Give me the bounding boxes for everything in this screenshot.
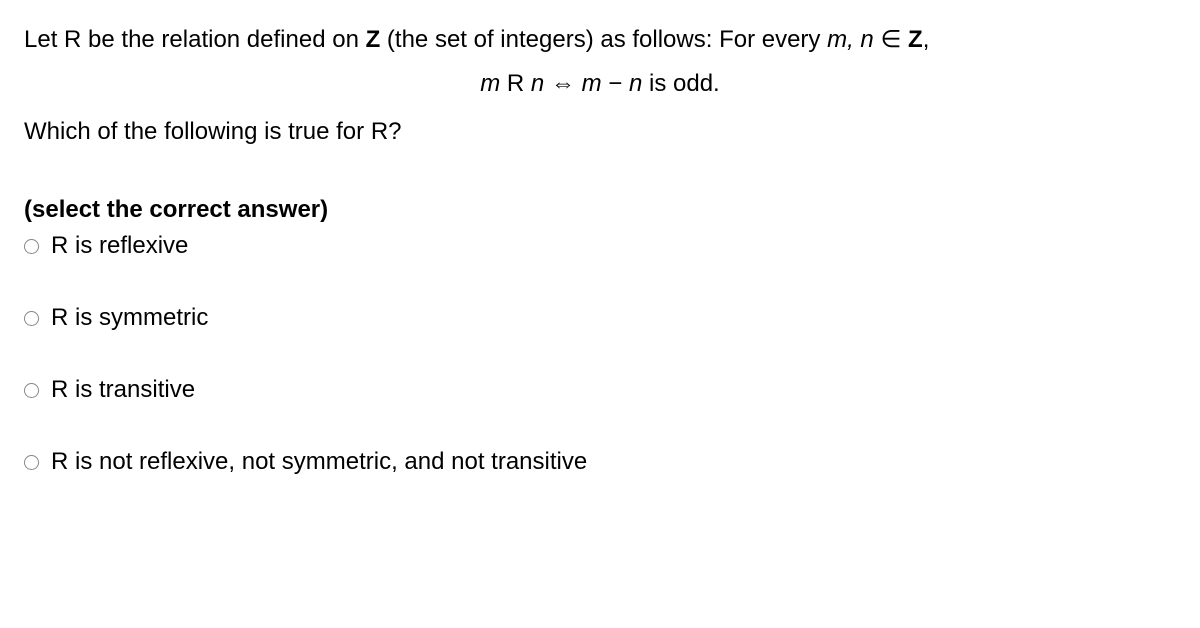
option-reflexive[interactable]: R is reflexive: [24, 232, 1176, 260]
option-label: R is not reflexive, not symmetric, and n…: [51, 448, 587, 476]
formula-m: m: [480, 70, 500, 97]
question-set-z2: Z: [908, 26, 923, 53]
question-intro-part2: (the set of integers) as follows: For ev…: [380, 26, 827, 53]
formula-odd: is odd.: [642, 70, 719, 97]
option-symmetric[interactable]: R is symmetric: [24, 304, 1176, 332]
radio-icon[interactable]: [24, 311, 39, 326]
option-label: R is reflexive: [51, 232, 188, 260]
question-formula: m R n ⇔ m − n is odd.: [24, 66, 1176, 102]
option-label: R is symmetric: [51, 304, 208, 332]
question-followup: Which of the following is true for R?: [24, 114, 1176, 150]
question-intro-part1: Let R be the relation defined on: [24, 26, 366, 53]
question-set-z: Z: [366, 26, 381, 53]
option-none[interactable]: R is not reflexive, not symmetric, and n…: [24, 448, 1176, 476]
question-mn: m, n: [827, 26, 874, 53]
radio-icon[interactable]: [24, 383, 39, 398]
formula-iff: ⇔: [544, 70, 581, 97]
option-label: R is transitive: [51, 376, 195, 404]
formula-n: n: [531, 70, 544, 97]
option-transitive[interactable]: R is transitive: [24, 376, 1176, 404]
formula-r: R: [500, 70, 531, 97]
question-in-symbol: ∈: [874, 26, 908, 53]
formula-minus: −: [602, 70, 629, 97]
radio-icon[interactable]: [24, 239, 39, 254]
formula-n2: n: [629, 70, 642, 97]
question-comma: ,: [923, 26, 930, 53]
question-intro: Let R be the relation defined on Z (the …: [24, 22, 1176, 58]
formula-m2: m: [582, 70, 602, 97]
instruction-text: (select the correct answer): [24, 196, 1176, 224]
radio-icon[interactable]: [24, 455, 39, 470]
